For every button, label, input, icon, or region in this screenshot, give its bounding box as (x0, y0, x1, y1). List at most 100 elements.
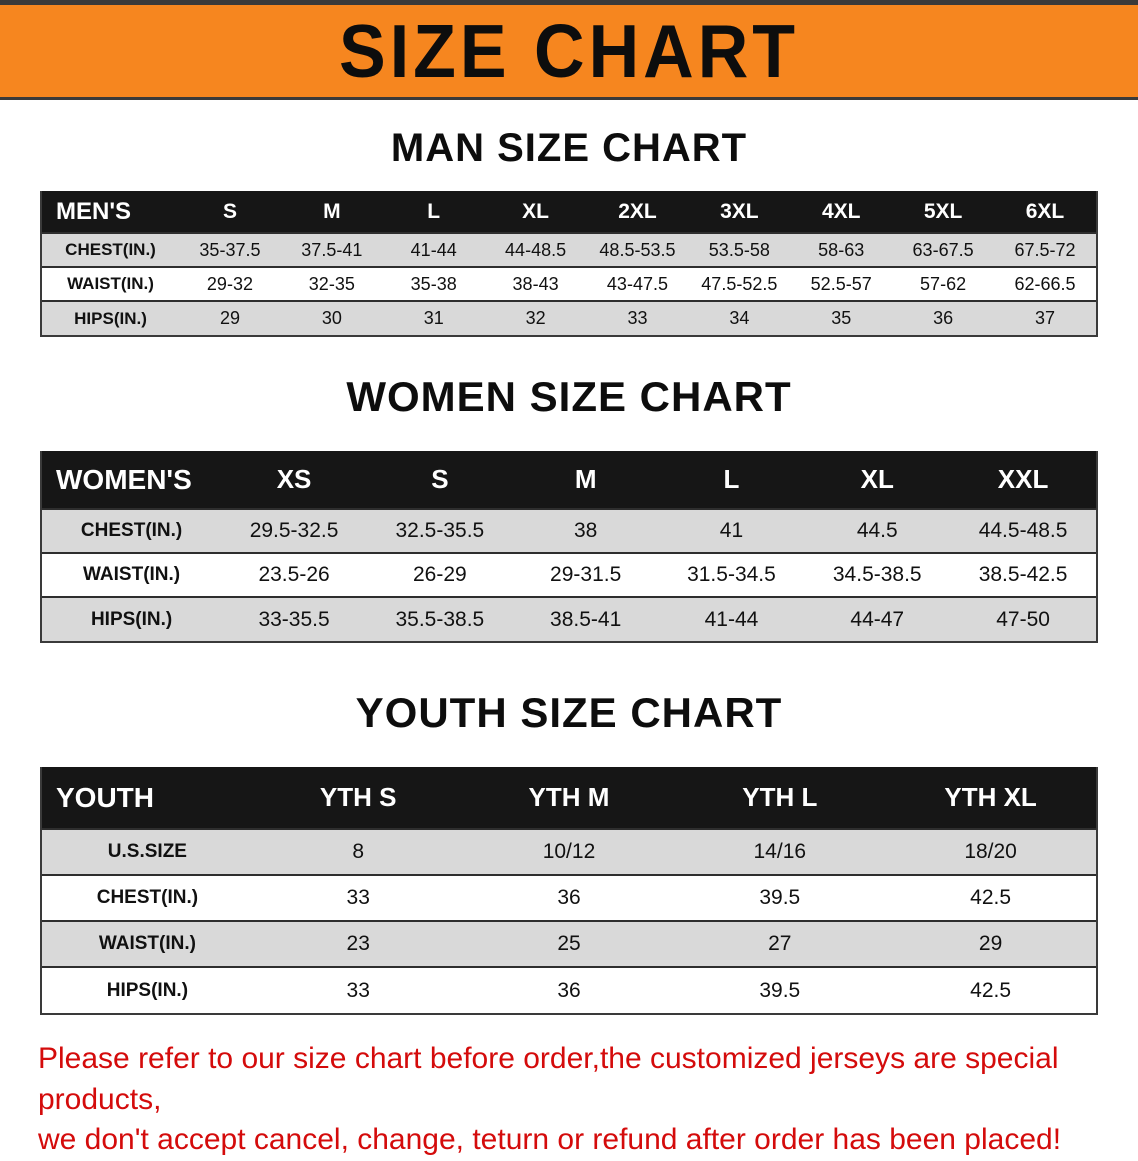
row-label: HIPS(IN.) (42, 966, 253, 1013)
size-value-cell: 29.5-32.5 (221, 508, 367, 553)
table-row: HIPS(IN.) 29 30 31 32 33 34 35 36 37 (42, 300, 1096, 335)
size-value-cell: 36 (463, 874, 675, 921)
column-header: L (658, 451, 805, 509)
size-value-cell: 8 (252, 828, 464, 875)
column-header: XXL (950, 451, 1096, 509)
size-value-cell: 26-29 (366, 552, 513, 597)
size-value-cell: 29 (885, 920, 1096, 967)
size-value-cell: 32 (484, 300, 587, 335)
table-row: WAIST(IN.) 23 25 27 29 (42, 920, 1096, 967)
size-value-cell: 43-47.5 (586, 266, 689, 301)
column-header: L (382, 191, 485, 233)
size-value-cell: 52.5-57 (790, 266, 893, 301)
size-value-cell: 38.5-42.5 (950, 552, 1096, 597)
size-value-cell: 35-38 (382, 266, 485, 301)
table-header-row: YOUTH YTH S YTH M YTH L YTH XL (42, 767, 1096, 829)
size-value-cell: 29-32 (179, 266, 281, 301)
banner: SIZE CHART (0, 0, 1138, 100)
size-value-cell: 58-63 (790, 232, 893, 267)
column-header: YTH L (674, 767, 886, 829)
size-value-cell: 41-44 (658, 596, 805, 641)
size-value-cell: 10/12 (463, 828, 675, 875)
size-table: YOUTH YTH S YTH M YTH L YTH XL U.S.SIZE 8 10/12… (42, 767, 1096, 1013)
table-row: WAIST(IN.) 29-32 32-35 35-38 38-43 43-47.5 47.… (42, 266, 1096, 301)
size-table: WOMEN'S XS S M L XL XXL CHEST(IN.) 29.5-32.5 32.5… (42, 451, 1096, 641)
size-value-cell: 23 (252, 920, 464, 967)
column-header: M (512, 451, 659, 509)
row-label: CHEST(IN.) (42, 508, 222, 553)
men-section-heading: MAN SIZE CHART (390, 126, 748, 170)
column-header: 3XL (688, 191, 791, 233)
table-row: CHEST(IN.) 35-37.5 37.5-41 41-44 44-48.5 48.5… (42, 232, 1096, 267)
youth-section-heading: YOUTH SIZE CHART (355, 689, 783, 736)
size-value-cell: 32-35 (280, 266, 383, 301)
size-value-cell: 33-35.5 (221, 596, 367, 641)
size-value-cell: 63-67.5 (892, 232, 995, 267)
row-label: CHEST(IN.) (42, 232, 180, 267)
table-row: U.S.SIZE 8 10/12 14/16 18/20 (42, 828, 1096, 875)
column-header: 5XL (892, 191, 995, 233)
size-value-cell: 33 (252, 966, 464, 1013)
size-value-cell: 44-47 (804, 596, 951, 641)
size-value-cell: 14/16 (674, 828, 886, 875)
size-value-cell: 44.5 (804, 508, 951, 553)
column-header: 2XL (586, 191, 689, 233)
disclaimer: Please refer to our size chart before or… (38, 1039, 1100, 1161)
size-value-cell: 35.5-38.5 (366, 596, 513, 641)
row-label: HIPS(IN.) (42, 300, 180, 335)
size-value-cell: 44-48.5 (484, 232, 587, 267)
size-value-cell: 57-62 (892, 266, 995, 301)
size-value-cell: 33 (252, 874, 464, 921)
column-header: YTH S (252, 767, 464, 829)
column-header: XS (221, 451, 367, 509)
row-label: WAIST(IN.) (42, 266, 180, 301)
disclaimer-line-2: we don't accept cancel, change, teturn o… (38, 1123, 1062, 1156)
column-header: YTH M (463, 767, 675, 829)
size-value-cell: 37 (994, 300, 1096, 335)
size-value-cell: 42.5 (885, 966, 1096, 1013)
size-value-cell: 67.5-72 (994, 232, 1096, 267)
row-label: CHEST(IN.) (42, 874, 253, 921)
size-value-cell: 47-50 (950, 596, 1096, 641)
size-value-cell: 35-37.5 (179, 232, 281, 267)
women-section: WOMEN SIZE CHART WOMEN'S XS S M L XL XXL CHEST(… (0, 373, 1138, 643)
size-value-cell: 23.5-26 (221, 552, 367, 597)
page-title: SIZE CHART (339, 8, 799, 94)
table-row: CHEST(IN.) 29.5-32.5 32.5-35.5 38 41 44.5 44.5… (42, 508, 1096, 553)
size-value-cell: 34 (688, 300, 791, 335)
women-size-table: WOMEN'S XS S M L XL XXL CHEST(IN.) 29.5-32.5 32.5… (40, 451, 1098, 643)
size-value-cell: 30 (280, 300, 383, 335)
youth-section: YOUTH SIZE CHART YOUTH YTH S YTH M YTH L YTH… (0, 689, 1138, 1015)
size-value-cell: 36 (463, 966, 675, 1013)
size-value-cell: 39.5 (674, 874, 886, 921)
size-value-cell: 38-43 (484, 266, 587, 301)
size-value-cell: 34.5-38.5 (804, 552, 951, 597)
column-header: YTH XL (885, 767, 1096, 829)
size-value-cell: 62-66.5 (994, 266, 1096, 301)
row-label: U.S.SIZE (42, 828, 253, 875)
table-header-row: MEN'S S M L XL 2XL 3XL 4XL 5XL 6XL (42, 191, 1096, 233)
size-value-cell: 42.5 (885, 874, 1096, 921)
size-value-cell: 32.5-35.5 (366, 508, 513, 553)
table-row: HIPS(IN.) 33-35.5 35.5-38.5 38.5-41 41-44 44-… (42, 596, 1096, 641)
table-header-row: WOMEN'S XS S M L XL XXL (42, 451, 1096, 509)
row-label: WAIST(IN.) (42, 552, 222, 597)
size-value-cell: 41 (658, 508, 805, 553)
size-value-cell: 47.5-52.5 (688, 266, 791, 301)
size-value-cell: 38 (512, 508, 659, 553)
men-size-table: MEN'S S M L XL 2XL 3XL 4XL 5XL 6XL CHEST(IN.) 35-37… (40, 191, 1098, 337)
table-row: WAIST(IN.) 23.5-26 26-29 29-31.5 31.5-34.5 34… (42, 552, 1096, 597)
size-value-cell: 29-31.5 (512, 552, 659, 597)
size-value-cell: 31.5-34.5 (658, 552, 805, 597)
size-value-cell: 31 (382, 300, 485, 335)
size-value-cell: 44.5-48.5 (950, 508, 1096, 553)
size-value-cell: 27 (674, 920, 886, 967)
youth-size-table: YOUTH YTH S YTH M YTH L YTH XL U.S.SIZE 8 10/12… (40, 767, 1098, 1015)
column-header: M (280, 191, 383, 233)
men-section: MAN SIZE CHART MEN'S S M L XL 2XL 3XL 4XL 5XL 6XL… (0, 126, 1138, 337)
women-section-heading: WOMEN SIZE CHART (346, 373, 792, 420)
size-value-cell: 48.5-53.5 (586, 232, 689, 267)
column-header: 6XL (994, 191, 1096, 233)
size-value-cell: 53.5-58 (688, 232, 791, 267)
